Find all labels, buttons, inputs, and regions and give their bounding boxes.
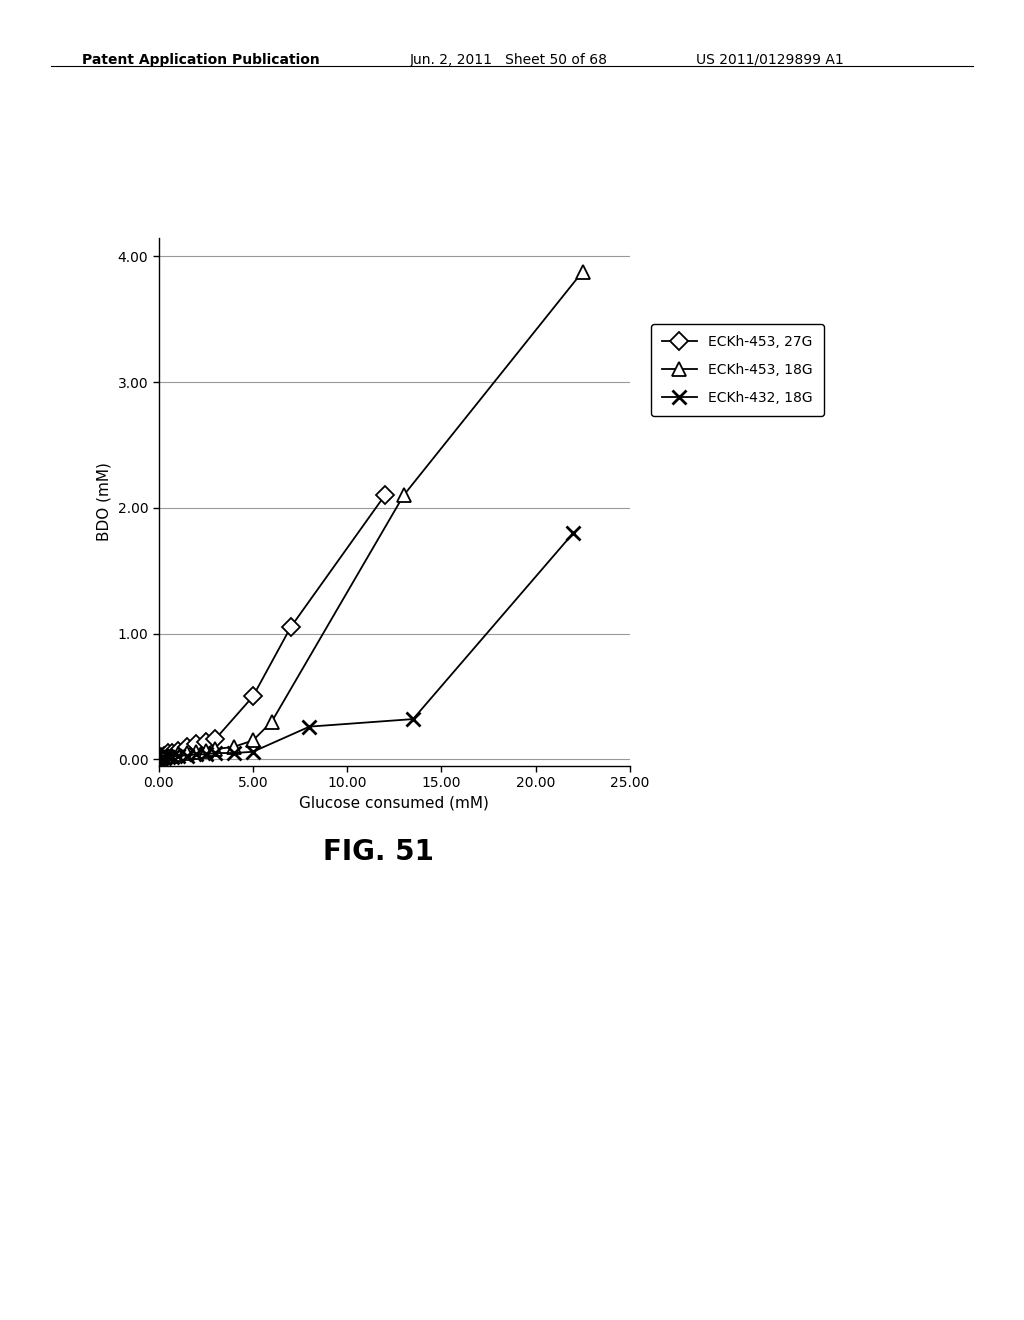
Line: ECKh-432, 18G: ECKh-432, 18G — [154, 527, 581, 766]
ECKh-453, 18G — [247, 733, 259, 748]
ECKh-432, 18G — [181, 747, 194, 763]
ECKh-432, 18G — [303, 718, 315, 734]
ECKh-432, 18G — [159, 750, 171, 766]
ECKh-453, 27G — [200, 734, 212, 750]
ECKh-453, 27G — [162, 744, 174, 760]
Line: ECKh-453, 18G: ECKh-453, 18G — [154, 264, 590, 766]
ECKh-453, 18G — [265, 714, 278, 730]
ECKh-453, 18G — [397, 487, 410, 503]
ECKh-453, 18G — [166, 747, 178, 763]
ECKh-453, 18G — [181, 744, 194, 760]
ECKh-453, 27G — [379, 487, 391, 503]
ECKh-453, 18G — [155, 750, 167, 766]
ECKh-453, 27G — [159, 747, 171, 763]
ECKh-453, 18G — [162, 747, 174, 763]
ECKh-453, 27G — [155, 748, 167, 764]
ECKh-432, 18G — [567, 525, 580, 541]
Y-axis label: BDO (mM): BDO (mM) — [97, 462, 112, 541]
ECKh-453, 18G — [209, 742, 221, 758]
ECKh-432, 18G — [166, 748, 178, 764]
ECKh-453, 18G — [228, 739, 241, 755]
Text: US 2011/0129899 A1: US 2011/0129899 A1 — [696, 53, 844, 67]
Text: Jun. 2, 2011   Sheet 50 of 68: Jun. 2, 2011 Sheet 50 of 68 — [410, 53, 607, 67]
Text: FIG. 51: FIG. 51 — [324, 838, 434, 866]
ECKh-453, 18G — [159, 748, 171, 764]
ECKh-432, 18G — [407, 711, 419, 727]
ECKh-432, 18G — [247, 744, 259, 760]
ECKh-453, 27G — [209, 731, 221, 747]
ECKh-432, 18G — [209, 744, 221, 760]
ECKh-453, 18G — [577, 264, 589, 280]
ECKh-453, 27G — [171, 743, 183, 759]
Text: Patent Application Publication: Patent Application Publication — [82, 53, 319, 67]
Line: ECKh-453, 27G: ECKh-453, 27G — [155, 490, 391, 763]
ECKh-432, 18G — [155, 750, 167, 766]
ECKh-432, 18G — [200, 746, 212, 762]
ECKh-453, 18G — [171, 746, 183, 762]
ECKh-453, 18G — [200, 743, 212, 759]
X-axis label: Glucose consumed (mM): Glucose consumed (mM) — [299, 796, 489, 810]
ECKh-453, 27G — [190, 737, 203, 752]
ECKh-453, 27G — [247, 689, 259, 705]
ECKh-432, 18G — [162, 748, 174, 764]
ECKh-432, 18G — [190, 746, 203, 762]
ECKh-453, 27G — [181, 739, 194, 755]
ECKh-453, 27G — [166, 744, 178, 760]
ECKh-453, 27G — [285, 619, 297, 635]
ECKh-432, 18G — [228, 744, 241, 760]
Legend: ECKh-453, 27G, ECKh-453, 18G, ECKh-432, 18G: ECKh-453, 27G, ECKh-453, 18G, ECKh-432, … — [651, 323, 823, 416]
ECKh-453, 18G — [190, 744, 203, 760]
ECKh-432, 18G — [171, 747, 183, 763]
